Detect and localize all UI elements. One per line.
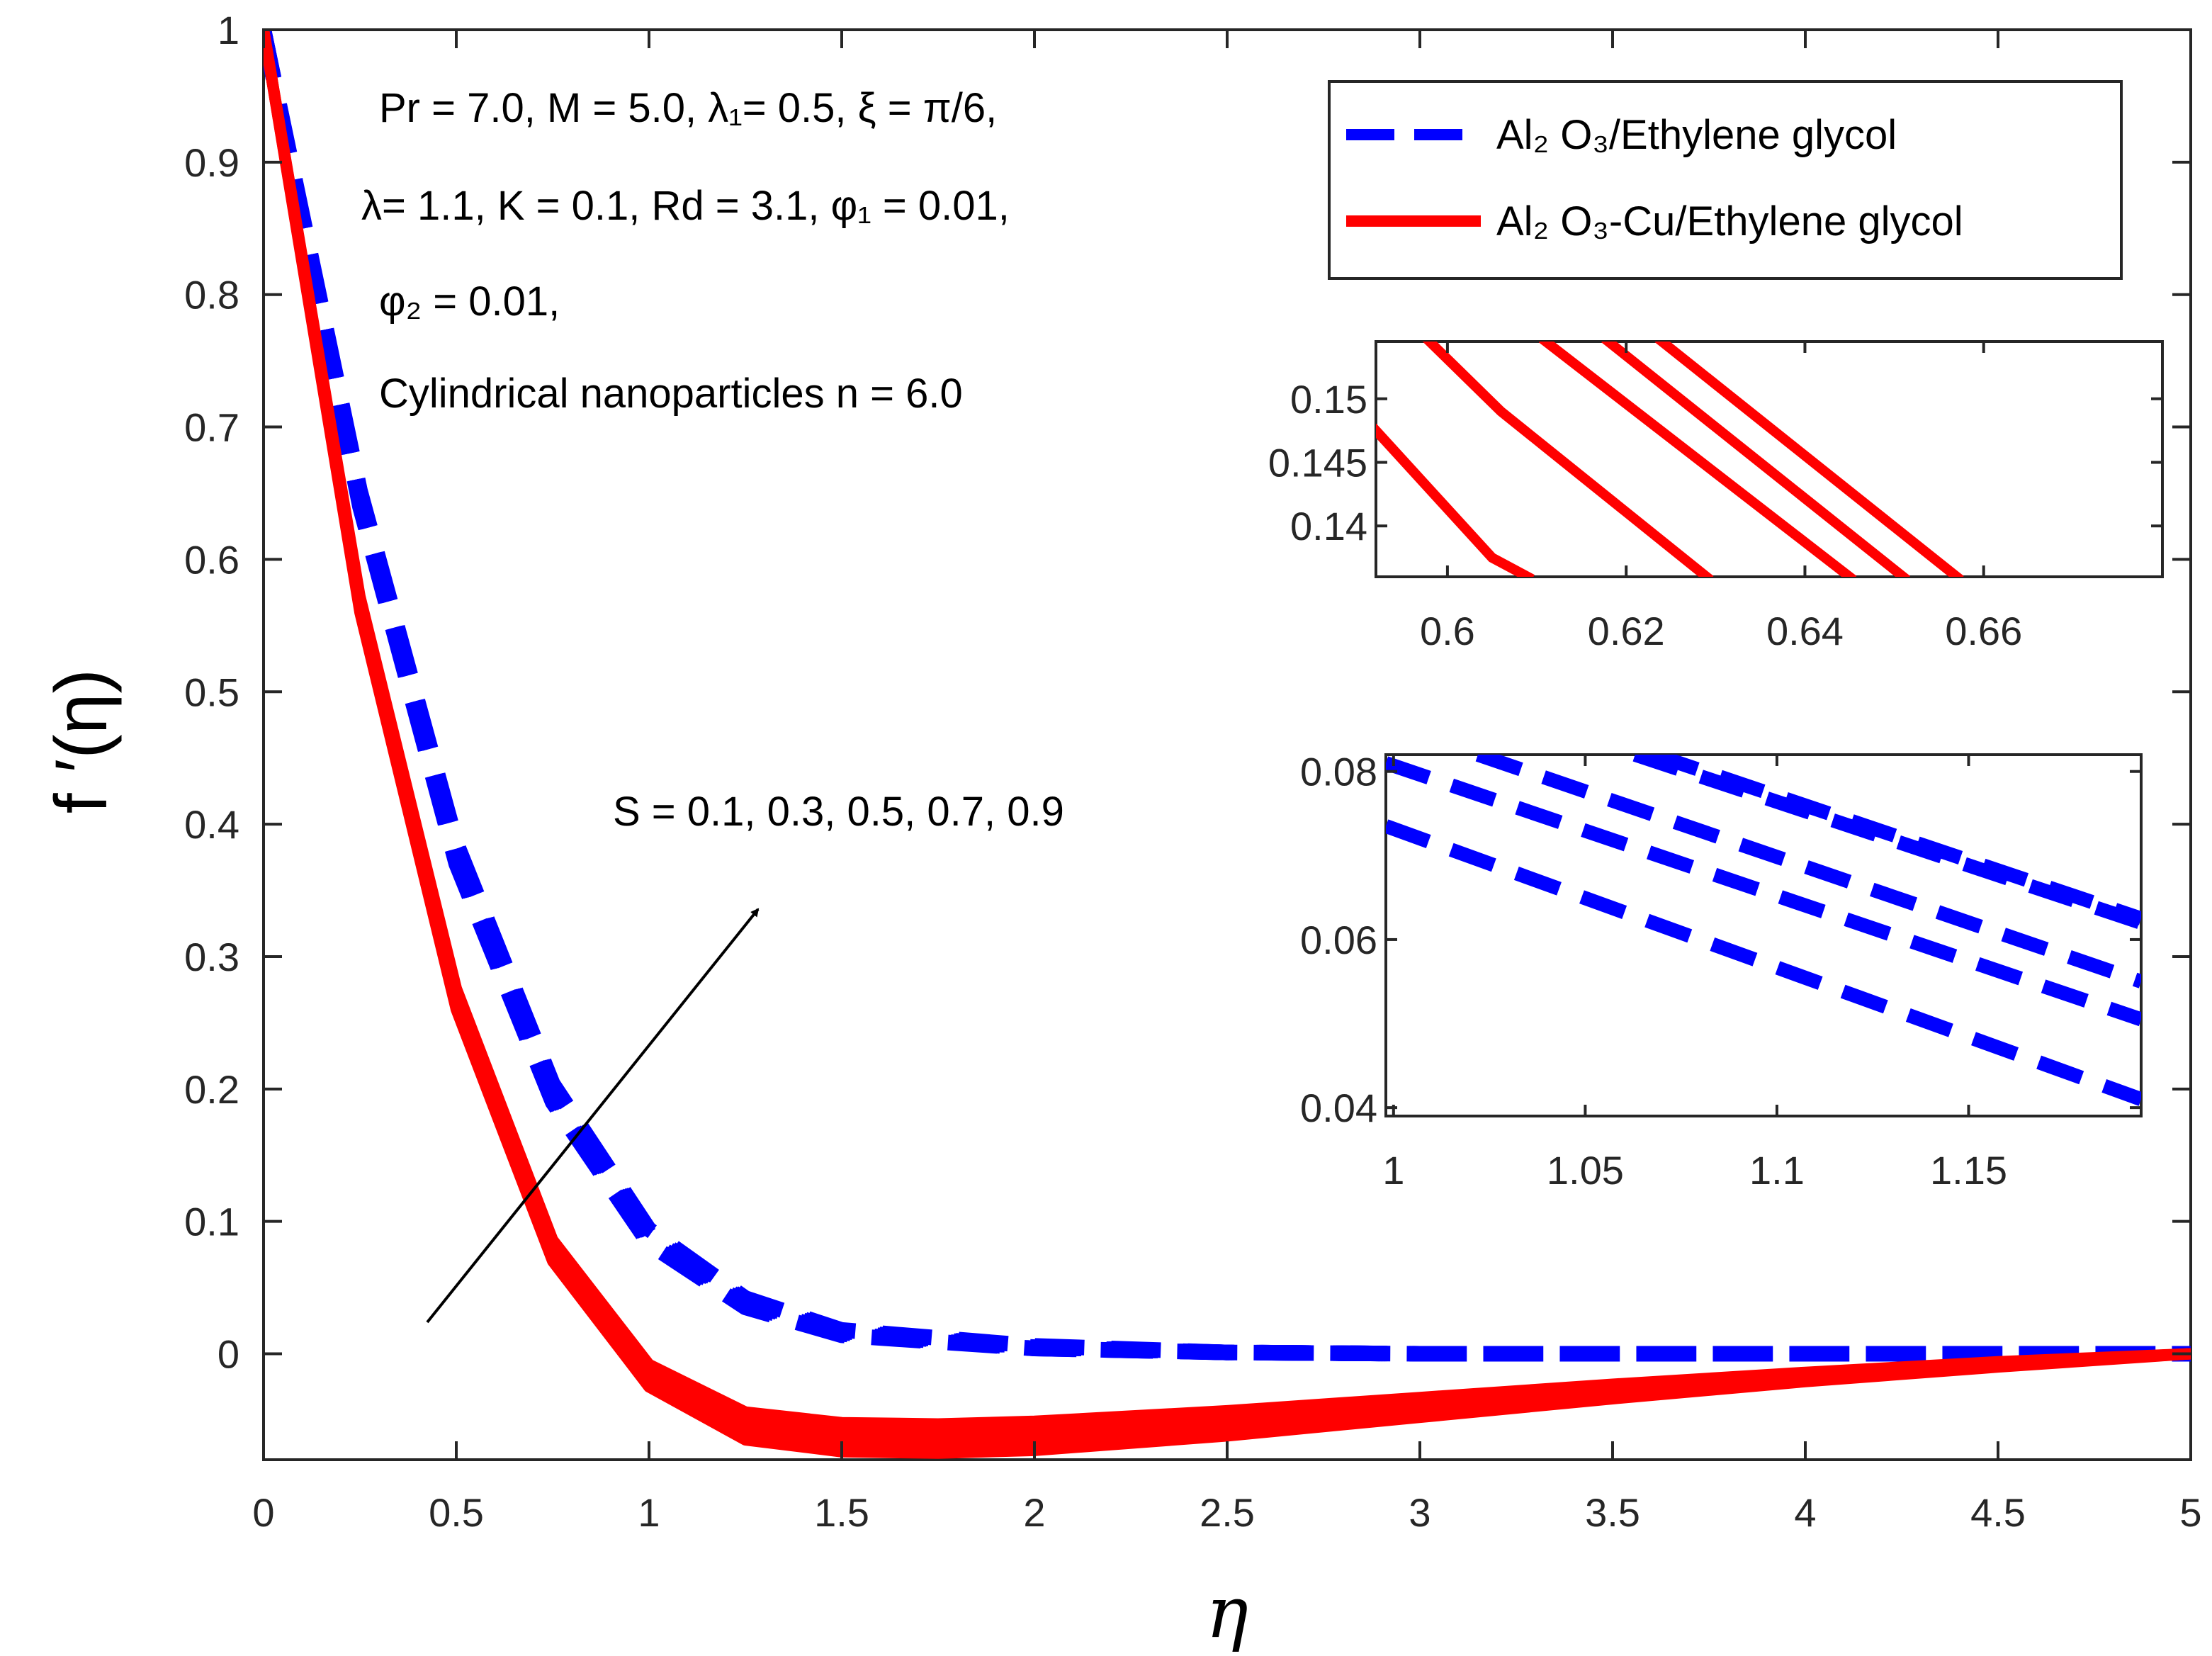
param-line-4: Cylindrical nanoparticles n = 6.0 <box>379 371 963 417</box>
x-tick-label: 3.5 <box>1585 1490 1640 1535</box>
y-axis-label: f ′(η) <box>40 669 123 813</box>
main-series-group <box>264 30 2191 1459</box>
x-tick-label: 1.5 <box>814 1490 869 1535</box>
inset-blue-series <box>1386 755 2141 1106</box>
x-tick-label: 1 <box>638 1490 660 1535</box>
y-tick-label: 0.8 <box>184 273 239 317</box>
red-zoom-x-tick-label: 0.6 <box>1420 609 1475 653</box>
y-tick-label: 0.3 <box>184 935 239 979</box>
trend-arrow <box>426 908 760 1324</box>
x-tick-label: 5 <box>2179 1490 2201 1535</box>
series-line-5 <box>264 30 2191 1362</box>
red-zoom-line-3 <box>1538 342 1857 577</box>
blue-zoom-y-tick-label: 0.04 <box>1300 1086 1377 1130</box>
y-tick-label: 0.4 <box>184 802 239 847</box>
legend: Al₂ O₃/Ethylene glycol Al₂ O₃-Cu/Ethylen… <box>1328 80 2123 280</box>
inset-red-series <box>1376 342 1964 577</box>
blue-zoom-y-tick-label: 0.06 <box>1300 918 1377 962</box>
red-zoom-line-4 <box>1601 342 1911 577</box>
x-tick-label: 3 <box>1409 1490 1431 1535</box>
param-line-4-text: Cylindrical nanoparticles n = 6.0 <box>379 371 963 417</box>
blue-zoom-line-1 <box>1386 819 2141 1106</box>
legend-box <box>1328 80 2123 280</box>
param-line-3: φ₂ = 0.01, <box>379 278 560 325</box>
x-tick-label: 4 <box>1794 1490 1816 1535</box>
y-tick-label: 0.7 <box>184 405 239 450</box>
blue-zoom-line-3 <box>1475 755 2141 988</box>
x-tick-label: 2.5 <box>1200 1490 1255 1535</box>
y-tick-label: 0.6 <box>184 537 239 582</box>
x-tick-label: 2 <box>1023 1490 1045 1535</box>
red-zoom-line-5 <box>1654 342 1964 577</box>
main-ticks-group: 0 0.5 1 1.5 2 2.5 3 3.5 4 4.5 5 0 0.1 0.2 0.3 0.4 0.5 0.6… <box>184 8 2201 1535</box>
y-tick-label: 0.1 <box>184 1200 239 1244</box>
blue-zoom-line-2 <box>1386 756 2141 1027</box>
red-zoom-y-tick-label: 0.14 <box>1290 504 1367 548</box>
red-zoom-line-2 <box>1422 342 1714 577</box>
y-tick-label: 0.9 <box>184 140 239 185</box>
red-zoom-line-1 <box>1376 423 1535 577</box>
legend-label-al2o3-cu: Al₂ O₃-Cu/Ethylene glycol <box>1496 198 1963 244</box>
series-line-10 <box>264 30 2191 1430</box>
red-zoom-x-tick-label: 0.64 <box>1766 609 1844 653</box>
blue-zoom-line-5 <box>1652 755 2141 925</box>
blue-zoom-y-tick-label: 0.08 <box>1300 750 1377 794</box>
blue-zoom-x-tick-label: 1.05 <box>1547 1148 1624 1193</box>
param-line-2-text: λ= 1.1, K = 0.1, Rd = 3.1, φ₁ = 0.01, <box>361 183 1010 229</box>
inset-red-ticks: 0.6 0.62 0.64 0.66 0.14 0.145 0.15 <box>1268 342 2162 653</box>
y-tick-label: 0.5 <box>184 670 239 714</box>
red-zoom-y-tick-label: 0.15 <box>1290 377 1367 422</box>
x-tick-label: 4.5 <box>1970 1490 2026 1535</box>
parameter-annotation: Pr = 7.0, M = 5.0, λ₁= 0.5, ξ = π/6, λ= … <box>361 85 1010 417</box>
y-tick-label: 0 <box>218 1332 239 1377</box>
y-tick-label: 0.2 <box>184 1067 239 1112</box>
param-line-2: λ= 1.1, K = 0.1, Rd = 3.1, φ₁ = 0.01, <box>361 183 1010 229</box>
param-line-1-text: Pr = 7.0, M = 5.0, λ₁= 0.5, ξ = π/6, <box>379 85 997 131</box>
red-zoom-y-tick-label: 0.145 <box>1268 440 1367 485</box>
param-line-1: Pr = 7.0, M = 5.0, λ₁= 0.5, ξ = π/6, <box>379 85 997 131</box>
inset-red-frame <box>1375 340 2164 578</box>
x-tick-label: 0.5 <box>429 1490 484 1535</box>
inset-blue-ticks: 1 1.05 1.1 1.15 0.04 0.06 0.08 <box>1300 750 2141 1193</box>
x-tick-label: 0 <box>252 1490 274 1535</box>
arrow-label: S = 0.1, 0.3, 0.5, 0.7, 0.9 <box>613 789 1064 835</box>
red-zoom-x-tick-label: 0.62 <box>1588 609 1665 653</box>
red-zoom-x-tick-label: 0.66 <box>1945 609 2022 653</box>
legend-label-al2o3: Al₂ O₃/Ethylene glycol <box>1496 112 1897 158</box>
blue-zoom-x-tick-label: 1 <box>1382 1148 1404 1193</box>
blue-zoom-x-tick-label: 1.1 <box>1749 1148 1805 1193</box>
y-tick-label: 1 <box>218 8 239 52</box>
param-line-3-text: φ₂ = 0.01, <box>379 278 560 325</box>
x-axis-label: η <box>1206 1571 1248 1654</box>
blue-zoom-x-tick-label: 1.15 <box>1930 1148 2007 1193</box>
